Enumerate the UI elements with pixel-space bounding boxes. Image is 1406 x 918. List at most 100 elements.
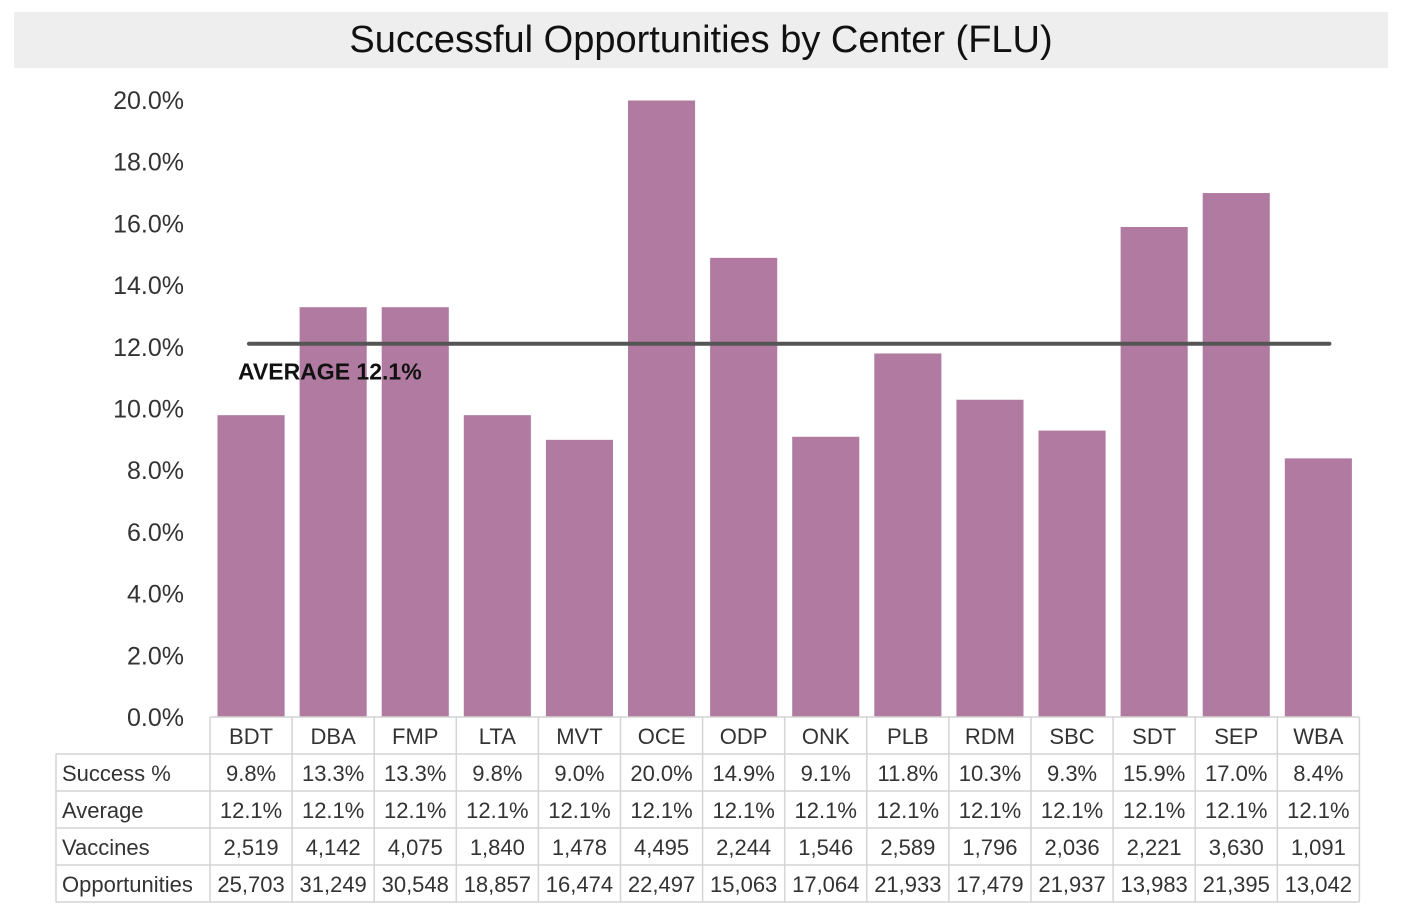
y-tick-label: 18.0% (113, 149, 184, 177)
table-row-label: Vaccines (62, 835, 150, 860)
bar-rdm (955, 398, 1025, 718)
table-cell: 12.1% (959, 798, 1021, 823)
table-cell: 4,075 (388, 835, 443, 860)
table-cell: 3,630 (1209, 835, 1264, 860)
table-cell: 1,478 (552, 835, 607, 860)
table-cell: 2,589 (880, 835, 935, 860)
bar-sdt (1119, 225, 1189, 718)
category-label: PLB (887, 724, 929, 749)
table-cell: 12.1% (877, 798, 939, 823)
table-cell: 12.1% (1123, 798, 1185, 823)
table-cell: 10.3% (959, 761, 1021, 786)
bars (216, 99, 1353, 718)
category-label: MVT (556, 724, 602, 749)
bar-onk (791, 435, 861, 718)
table-cell: 12.1% (548, 798, 610, 823)
table-cell: 12.1% (384, 798, 446, 823)
table-cell: 2,519 (224, 835, 279, 860)
y-tick-label: 14.0% (113, 272, 184, 300)
table-cell: 1,546 (798, 835, 853, 860)
table-cell: 11.8% (877, 761, 938, 786)
bar-mvt (544, 438, 615, 718)
category-label: DBA (311, 724, 357, 749)
bar-bdt (216, 414, 286, 718)
table-cell: 22,497 (628, 872, 695, 897)
table-cell: 4,142 (306, 835, 361, 860)
category-label: FMP (392, 724, 438, 749)
table-cell: 12.1% (302, 798, 364, 823)
table-row-label: Average (62, 798, 144, 823)
category-label: ODP (720, 724, 768, 749)
table-cell: 12.1% (795, 798, 857, 823)
table-cell: 12.1% (220, 798, 282, 823)
average-line-group: AVERAGE 12.1% (238, 341, 1332, 385)
category-label: SBC (1049, 724, 1094, 749)
bar-sep (1201, 192, 1271, 718)
y-axis: 0.0% 2.0% 4.0% 6.0% 8.0% 10.0% 12.0% 14.0% 16.0%… (113, 87, 184, 732)
table-cell: 12.1% (1287, 798, 1349, 823)
table-cell: 2,244 (716, 835, 771, 860)
bar-sbc (1037, 429, 1107, 718)
bar-oce (627, 99, 697, 718)
average-label: AVERAGE 12.1% (238, 359, 422, 385)
table-cell: 14.9% (712, 761, 774, 786)
table-cell: 21,395 (1203, 872, 1270, 897)
y-tick-label: 10.0% (113, 396, 184, 424)
table-cell: 12.1% (712, 798, 774, 823)
table-cell: 12.1% (1041, 798, 1103, 823)
table-row-label: Success % (62, 761, 171, 786)
table-cell: 25,703 (217, 872, 284, 897)
table-cell: 12.1% (1205, 798, 1267, 823)
table-cell: 16,474 (546, 872, 613, 897)
table-cell: 9.8% (226, 761, 276, 786)
category-label: OCE (638, 724, 686, 749)
table-cell: 1,840 (470, 835, 525, 860)
table-cell: 17,479 (956, 872, 1023, 897)
table-cell: 17,064 (792, 872, 859, 897)
table-cell: 1,091 (1291, 835, 1346, 860)
table-cell: 21,937 (1038, 872, 1105, 897)
table-cell: 18,857 (464, 872, 531, 897)
data-table: BDT DBA FMP LTA MVT OCE ODP ONK PLB RDM SBC SDT SEP W… (55, 716, 1361, 903)
table-cell: 2,036 (1045, 835, 1100, 860)
table-cell: 21,933 (874, 872, 941, 897)
bar-plb (873, 352, 943, 718)
y-tick-label: 4.0% (127, 581, 184, 609)
table-cell: 15,063 (710, 872, 777, 897)
y-tick-label: 0.0% (127, 704, 184, 732)
y-tick-label: 20.0% (113, 87, 184, 115)
table-cell: 31,249 (300, 872, 367, 897)
table-cell: 17.0% (1205, 761, 1267, 786)
bar-fmp (380, 306, 450, 718)
table-cell: 2,221 (1127, 835, 1182, 860)
y-tick-label: 8.0% (127, 457, 184, 485)
category-label: BDT (229, 724, 273, 749)
chart-title-bar: Successful Opportunities by Center (FLU) (14, 12, 1388, 68)
table-cell: 9.1% (801, 761, 851, 786)
table-cell: 30,548 (382, 872, 449, 897)
y-tick-label: 16.0% (113, 210, 184, 238)
category-label: SEP (1214, 724, 1258, 749)
bar-lta (462, 414, 532, 718)
table-cell: 13,983 (1121, 872, 1188, 897)
table-cell: 13,042 (1285, 872, 1352, 897)
table-cell: 13.3% (384, 761, 446, 786)
bar-wba (1283, 457, 1353, 718)
y-tick-label: 12.0% (113, 334, 184, 362)
table-cell: 9.8% (472, 761, 522, 786)
table-cell: 4,495 (634, 835, 689, 860)
table-row-label: Opportunities (62, 872, 193, 897)
bar-odp (709, 256, 779, 718)
category-label: RDM (965, 724, 1015, 749)
table-cell: 1,796 (962, 835, 1017, 860)
table-cell: 12.1% (630, 798, 692, 823)
category-label: SDT (1132, 724, 1176, 749)
table-cell: 9.0% (554, 761, 604, 786)
table-cell: 8.4% (1293, 761, 1343, 786)
table-cell: 20.0% (630, 761, 692, 786)
y-tick-label: 2.0% (127, 642, 184, 670)
chart-title: Successful Opportunities by Center (FLU) (349, 18, 1053, 61)
category-label: ONK (802, 724, 850, 749)
table-cell: 15.9% (1123, 761, 1185, 786)
